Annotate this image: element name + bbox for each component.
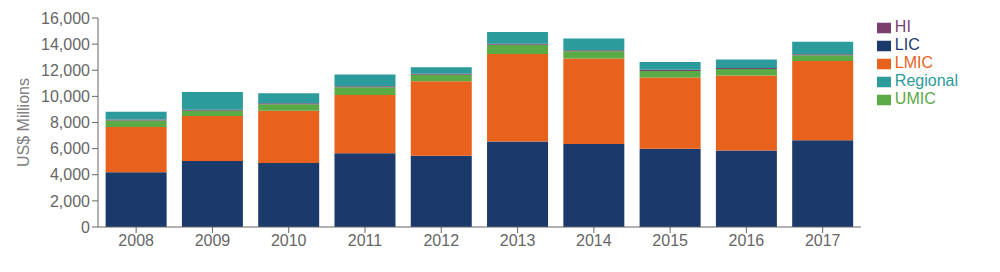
svg-text:2016: 2016 xyxy=(729,232,765,249)
svg-text:2013: 2013 xyxy=(500,232,536,249)
svg-text:6,000: 6,000 xyxy=(50,140,90,157)
html-text:LIC: LIC xyxy=(894,36,920,53)
html-text:HI: HI xyxy=(894,18,911,35)
svg-text:16,000: 16,000 xyxy=(41,10,90,27)
svg-text:2010: 2010 xyxy=(271,232,307,249)
svg-text:8,000: 8,000 xyxy=(50,114,90,131)
svg-text:2008: 2008 xyxy=(118,232,154,249)
svg-text:14,000: 14,000 xyxy=(41,36,90,53)
svg-text:2,000: 2,000 xyxy=(50,193,90,210)
svg-text:4,000: 4,000 xyxy=(50,166,90,183)
svg-text:US$ Millions: US$ Millions xyxy=(15,78,32,167)
svg-text:10,000: 10,000 xyxy=(41,88,90,105)
svg-text:2015: 2015 xyxy=(652,232,688,249)
svg-text:2012: 2012 xyxy=(423,232,459,249)
svg-text:12,000: 12,000 xyxy=(41,62,90,79)
svg-text:2014: 2014 xyxy=(576,232,612,249)
html-text:LMIC: LMIC xyxy=(894,54,934,71)
html-text:UMIC: UMIC xyxy=(894,90,936,107)
svg-text:2011: 2011 xyxy=(348,232,383,249)
svg-text:2009: 2009 xyxy=(195,232,231,249)
svg-text:0: 0 xyxy=(81,219,90,236)
html-text:Regional: Regional xyxy=(894,72,958,89)
svg-text:2017: 2017 xyxy=(805,232,841,249)
